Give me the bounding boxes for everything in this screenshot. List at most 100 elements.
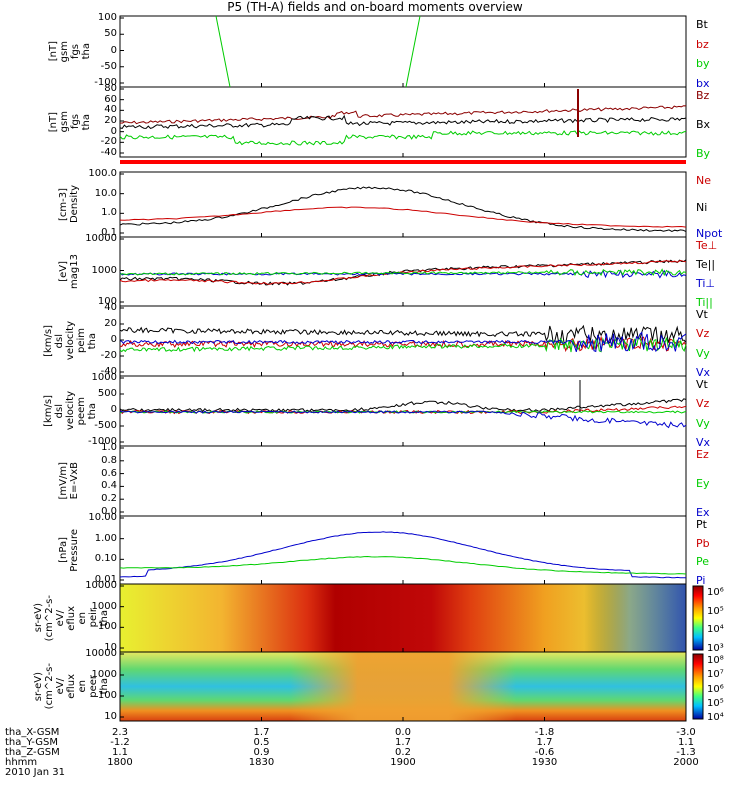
legend-ey-label: Ey: [696, 477, 710, 490]
p4-tepar: [119, 259, 687, 286]
ion-spectrogram-noise: [120, 584, 686, 652]
x-value: 0.5: [253, 737, 270, 748]
legend-vt-label: Vt: [696, 308, 708, 321]
panel-5-tick: 0: [110, 334, 117, 345]
panel-1-tick: 0: [110, 44, 117, 56]
legend-vy-label: Vy: [696, 416, 710, 430]
legend-vx-label: Vx: [696, 436, 711, 449]
legend-ni-label: Ni: [696, 200, 708, 214]
legend-vz-label: Vz: [696, 327, 710, 341]
x-value: 2.3: [112, 727, 128, 738]
x-value: 1830: [248, 757, 275, 768]
ylabel-line: [nT]: [48, 41, 59, 62]
ylabel-line: E=-VxB: [69, 462, 80, 500]
legend-vx-label: Vx: [696, 366, 711, 379]
x-value: -1.3: [676, 747, 696, 758]
p6-vx: [119, 410, 687, 429]
panel-10-tick: 1000: [91, 669, 117, 680]
legend-vt-label: Vt: [696, 378, 708, 391]
p3-ni: [119, 186, 687, 233]
panel-9-tick: 10: [104, 642, 117, 653]
panel-8-tick: 1.00: [94, 532, 117, 544]
electron-spectrogram-center: [120, 652, 686, 721]
panel-8-tick: 10.00: [88, 512, 117, 523]
legend-pb-label: Pb: [696, 536, 710, 550]
ylabel-line: eV/: [55, 678, 66, 695]
panel-7-tick: 0.8: [101, 454, 117, 466]
legend-bz-label: bz: [696, 37, 709, 51]
panel-7-tick: 0.0: [101, 506, 117, 517]
legend-by-label: By: [696, 147, 711, 160]
colorbar-tick: 10⁵: [707, 697, 724, 709]
ylabel-line: en: [77, 611, 88, 625]
panel-1-tick: -100: [94, 77, 117, 88]
ylabel-line: peem: [76, 396, 87, 426]
ylabel-line: [eV]: [58, 261, 69, 282]
panel-7-tick: 1.0: [101, 442, 117, 453]
ylabel-line: en: [77, 680, 88, 693]
p2-by: [119, 130, 687, 146]
legend-ti-label: Ti||: [696, 296, 713, 309]
ylabel-line: sr-eV): [33, 671, 44, 702]
x-value: 2000: [673, 757, 699, 768]
panel-1-tick: 50: [104, 28, 117, 40]
colorbar-tick: 10⁴: [707, 624, 724, 636]
legend-ex-label: Ex: [696, 506, 710, 519]
panel-1-tick: 100: [97, 12, 117, 23]
ylabel-line: [nPa]: [58, 537, 69, 563]
panel-6-tick: 500: [97, 388, 117, 399]
p6-vy: [119, 410, 687, 414]
x-value: -3.0: [676, 727, 696, 738]
colorbar-tick: 10⁷: [707, 669, 724, 681]
legend-vz-label: Vz: [696, 397, 710, 411]
panel-2-tick: 80: [104, 83, 117, 94]
x-value: 1.1: [678, 737, 694, 748]
x-value: 1.1: [112, 747, 128, 758]
p2-bz: [119, 105, 687, 125]
colorbar-tick: 10⁸: [707, 655, 724, 666]
colorbar-tick: 10⁶: [707, 683, 724, 695]
x-value: 1.7: [253, 727, 270, 738]
panel-5-ylabel: tha peim velocity dsl [km/s]: [43, 301, 98, 381]
ylabel-line: [km/s]: [43, 325, 54, 357]
legend-by-label: by: [696, 57, 710, 71]
x-axis-annotation: tha_X-GSM tha_Y-GSM tha_Z-GSM hhmm 2010 …: [0, 728, 750, 800]
panel-2-tick: 40: [104, 104, 117, 116]
x-date: 2010 Jan 31: [5, 767, 65, 778]
panel-2-tick: 60: [104, 93, 117, 105]
legend-ti-label: Ti⊥: [696, 277, 716, 290]
x-value: 1800: [107, 757, 133, 768]
panel-frame-1: [119, 15, 687, 88]
panel-8-tick: 0.01: [94, 574, 117, 585]
panel-4-tick: 1000: [91, 264, 117, 276]
panel-3-tick: 10.0: [94, 187, 117, 199]
panel-3-tick: 1.0: [101, 207, 117, 219]
x-value: 1930: [531, 757, 558, 768]
electron-colorbar: [692, 653, 704, 720]
legend-te-label: Te⊥: [696, 239, 718, 252]
ylabel-line: velocity: [65, 321, 76, 361]
panel-frame-3: [119, 171, 687, 238]
panel-1-ylabel: tha fgs gsm [nT]: [48, 12, 92, 92]
panel-7-tick: 0.4: [101, 480, 117, 492]
panel-2-tick: -20: [100, 136, 117, 148]
ylabel-line: dsl: [54, 333, 65, 349]
panel-10-tick: 100: [97, 690, 117, 701]
x-value: -1.2: [110, 737, 130, 748]
panel-8-tick: 0.10: [94, 553, 117, 565]
panel-5-tick: -40: [100, 366, 117, 377]
panel-6-tick: -500: [94, 420, 117, 431]
panel-2-tick: -40: [100, 147, 117, 158]
panel-4-tick: 10000: [85, 233, 117, 244]
colorbar-tick: 10⁶: [707, 587, 724, 598]
panel-9-tick: 100: [97, 621, 117, 633]
ylabel-line: (cm^2-s-: [44, 594, 55, 642]
ylabel-line: tha: [81, 113, 92, 131]
p5-vt: [119, 324, 687, 346]
x-value: 0.0: [395, 727, 411, 738]
panel-2-tick: 0: [110, 125, 117, 137]
p3-ne: [119, 206, 687, 228]
ylabel-line: sr-eV): [33, 603, 44, 633]
ylabel-line: fgs: [70, 43, 81, 60]
